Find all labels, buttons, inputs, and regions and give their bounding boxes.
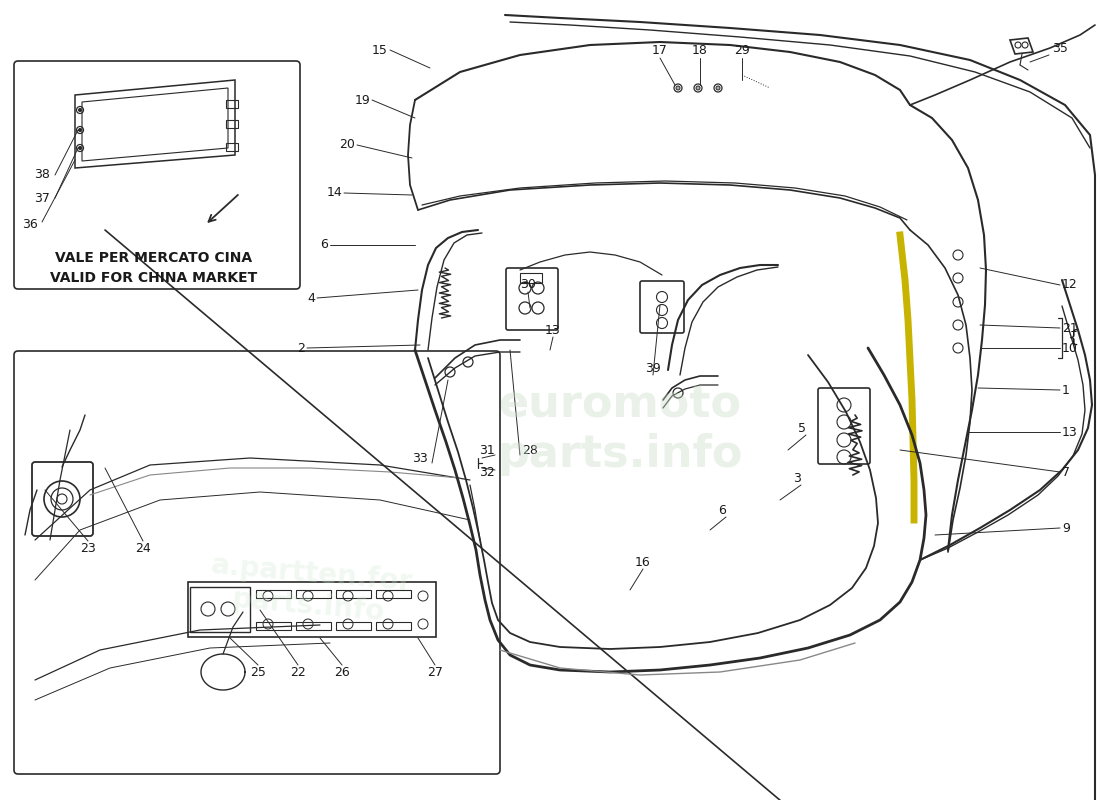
FancyBboxPatch shape — [506, 268, 558, 330]
Text: {: { — [1068, 329, 1079, 347]
Circle shape — [716, 86, 720, 90]
Text: VALID FOR CHINA MARKET: VALID FOR CHINA MARKET — [51, 271, 257, 285]
Text: 16: 16 — [635, 555, 651, 569]
Bar — [226, 120, 238, 128]
Text: 25: 25 — [250, 666, 266, 678]
Text: 10: 10 — [1062, 342, 1078, 354]
Text: 18: 18 — [692, 43, 708, 57]
Text: 36: 36 — [22, 218, 37, 231]
Text: VALE PER MERCATO CINA: VALE PER MERCATO CINA — [55, 251, 253, 265]
Text: 19: 19 — [354, 94, 370, 106]
Text: 22: 22 — [290, 666, 306, 678]
Text: 39: 39 — [645, 362, 661, 374]
Bar — [256, 622, 292, 630]
Bar — [226, 100, 238, 108]
Text: 30: 30 — [520, 278, 536, 291]
Text: 29: 29 — [734, 43, 750, 57]
Bar — [296, 590, 331, 598]
Text: 20: 20 — [339, 138, 355, 151]
Text: 38: 38 — [34, 169, 50, 182]
Circle shape — [696, 86, 700, 90]
Text: 13: 13 — [1062, 426, 1078, 438]
Text: 24: 24 — [135, 542, 151, 554]
Text: 9: 9 — [1062, 522, 1070, 534]
Bar — [336, 590, 371, 598]
Text: 6: 6 — [320, 238, 328, 251]
Bar — [336, 622, 371, 630]
Text: 6: 6 — [718, 503, 726, 517]
Text: 31: 31 — [480, 443, 495, 457]
Text: 35: 35 — [1052, 42, 1068, 54]
Text: 32: 32 — [480, 466, 495, 478]
FancyBboxPatch shape — [32, 462, 94, 536]
Bar — [376, 590, 411, 598]
Bar — [188, 582, 436, 637]
Circle shape — [676, 86, 680, 90]
Text: 2: 2 — [297, 342, 305, 354]
Text: euromoto
parts.info: euromoto parts.info — [497, 384, 742, 476]
Text: 28: 28 — [522, 443, 538, 457]
Text: 26: 26 — [334, 666, 350, 678]
Text: a.partten.for
parts.info: a.partten.for parts.info — [207, 551, 414, 629]
Circle shape — [78, 129, 81, 131]
Text: 27: 27 — [427, 666, 443, 678]
FancyBboxPatch shape — [14, 351, 500, 774]
Text: 7: 7 — [1062, 466, 1070, 478]
FancyBboxPatch shape — [14, 61, 300, 289]
FancyBboxPatch shape — [640, 281, 684, 333]
Text: 21: 21 — [1062, 322, 1078, 334]
Bar — [226, 143, 238, 151]
Text: 13: 13 — [544, 323, 561, 337]
Text: 1: 1 — [1062, 383, 1070, 397]
Bar — [520, 273, 542, 283]
Circle shape — [78, 109, 81, 111]
Text: 14: 14 — [327, 186, 342, 199]
Text: 3: 3 — [793, 471, 801, 485]
Text: 33: 33 — [412, 451, 428, 465]
Circle shape — [78, 146, 81, 150]
Bar — [296, 622, 331, 630]
Text: 12: 12 — [1062, 278, 1078, 291]
Bar — [190, 587, 250, 632]
Text: 23: 23 — [80, 542, 96, 554]
FancyBboxPatch shape — [818, 388, 870, 464]
Text: 5: 5 — [798, 422, 806, 434]
Text: 37: 37 — [34, 191, 50, 205]
Text: 17: 17 — [652, 43, 668, 57]
Text: 4: 4 — [307, 291, 315, 305]
Bar — [256, 590, 292, 598]
Text: 15: 15 — [372, 43, 388, 57]
Bar — [376, 622, 411, 630]
